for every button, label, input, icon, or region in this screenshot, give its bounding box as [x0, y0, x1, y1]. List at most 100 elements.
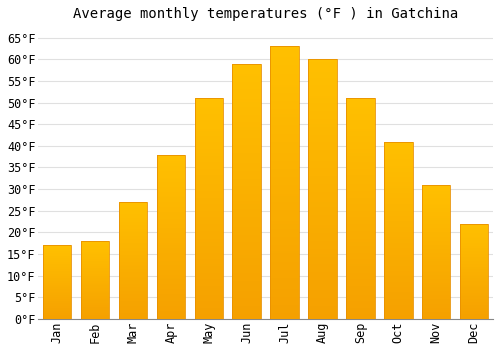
Bar — [422, 222, 450, 224]
Bar — [194, 182, 223, 184]
Bar — [194, 277, 223, 279]
Bar — [119, 222, 147, 223]
Bar — [308, 189, 336, 192]
Bar — [156, 260, 185, 261]
Bar — [422, 265, 450, 267]
Bar — [346, 211, 374, 213]
Bar — [232, 71, 261, 74]
Bar — [346, 136, 374, 138]
Bar — [156, 204, 185, 205]
Bar — [232, 76, 261, 79]
Bar — [156, 154, 185, 156]
Bar — [460, 226, 488, 228]
Bar — [460, 298, 488, 299]
Bar — [119, 266, 147, 267]
Bar — [156, 164, 185, 166]
Bar — [232, 209, 261, 212]
Bar — [119, 274, 147, 276]
Bar — [81, 305, 110, 306]
Bar — [43, 266, 72, 267]
Bar — [232, 166, 261, 168]
Bar — [119, 286, 147, 287]
Bar — [43, 305, 72, 306]
Bar — [460, 262, 488, 263]
Bar — [43, 294, 72, 295]
Title: Average monthly temperatures (°F ) in Gatchina: Average monthly temperatures (°F ) in Ga… — [73, 7, 458, 21]
Bar — [43, 280, 72, 281]
Bar — [422, 296, 450, 297]
Bar — [422, 220, 450, 221]
Bar — [232, 202, 261, 204]
Bar — [270, 76, 299, 79]
Bar — [194, 140, 223, 142]
Bar — [81, 297, 110, 298]
Bar — [270, 74, 299, 76]
Bar — [422, 186, 450, 188]
Bar — [384, 145, 412, 147]
Bar — [81, 277, 110, 278]
Bar — [460, 259, 488, 260]
Bar — [460, 255, 488, 256]
Bar — [384, 303, 412, 305]
Bar — [270, 60, 299, 63]
Bar — [232, 273, 261, 275]
Bar — [232, 230, 261, 232]
Bar — [232, 97, 261, 99]
Bar — [156, 225, 185, 227]
Bar — [460, 312, 488, 313]
Bar — [81, 295, 110, 296]
Bar — [156, 307, 185, 309]
Bar — [194, 167, 223, 169]
Bar — [308, 140, 336, 142]
Bar — [460, 224, 488, 225]
Bar — [460, 296, 488, 297]
Bar — [232, 245, 261, 247]
Bar — [460, 261, 488, 262]
Bar — [270, 183, 299, 186]
Bar — [270, 316, 299, 319]
Bar — [119, 214, 147, 215]
Bar — [81, 273, 110, 274]
Bar — [460, 285, 488, 286]
Bar — [308, 301, 336, 303]
Bar — [156, 283, 185, 285]
Bar — [460, 266, 488, 267]
Bar — [308, 275, 336, 277]
Bar — [346, 98, 374, 100]
Bar — [43, 304, 72, 305]
Bar — [308, 119, 336, 122]
Bar — [81, 314, 110, 315]
Bar — [384, 229, 412, 230]
Bar — [156, 163, 185, 164]
Bar — [232, 143, 261, 145]
Bar — [232, 138, 261, 140]
Bar — [270, 145, 299, 147]
Bar — [194, 149, 223, 151]
Bar — [194, 288, 223, 290]
Bar — [308, 280, 336, 282]
Bar — [270, 87, 299, 90]
Bar — [81, 286, 110, 287]
Bar — [156, 245, 185, 246]
Bar — [232, 234, 261, 237]
Bar — [119, 229, 147, 230]
Bar — [194, 275, 223, 277]
Bar — [460, 276, 488, 277]
Bar — [194, 193, 223, 195]
Bar — [194, 127, 223, 129]
Bar — [308, 192, 336, 194]
Bar — [460, 300, 488, 301]
Bar — [270, 294, 299, 297]
Bar — [346, 171, 374, 173]
Bar — [270, 191, 299, 194]
Bar — [346, 215, 374, 217]
Bar — [119, 264, 147, 265]
Bar — [194, 122, 223, 125]
Bar — [422, 279, 450, 280]
Bar — [43, 251, 72, 252]
Bar — [156, 217, 185, 219]
Bar — [346, 277, 374, 279]
Bar — [81, 318, 110, 319]
Bar — [156, 311, 185, 312]
Bar — [308, 150, 336, 153]
